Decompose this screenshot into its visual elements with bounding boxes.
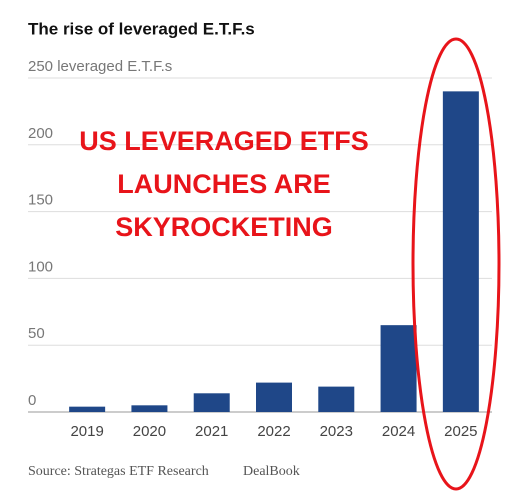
bar: [131, 405, 168, 412]
y-tick-label: 250 leveraged E.T.F.s: [28, 58, 172, 75]
y-tick-label: 200: [28, 125, 53, 142]
y-tick-label: 100: [28, 258, 53, 275]
chart-title: The rise of leveraged E.T.F.s: [28, 19, 255, 38]
x-tick-label: 2023: [320, 423, 353, 440]
bar: [442, 91, 479, 413]
highlight-ellipse: [411, 37, 501, 491]
bar: [256, 382, 292, 412]
annotation: US LEVERAGED ETFS: [79, 126, 369, 156]
x-tick-label: 2025: [444, 423, 477, 440]
annotation: SKYROCKETING: [115, 212, 333, 242]
x-tick-label: 2020: [133, 423, 166, 440]
plot-area: 0 50 100 150 200 250 leveraged E.T.F.s 2019 202…: [28, 58, 492, 440]
annotation: LAUNCHES ARE: [117, 169, 331, 199]
x-tick-label: 2024: [382, 423, 415, 440]
bar: [380, 325, 417, 412]
source: Source: Strategas ETF Research: [28, 464, 209, 479]
bar: [69, 406, 106, 412]
credit: DealBook: [243, 464, 300, 479]
x-tick-label: 2021: [195, 423, 228, 440]
y-tick-label: 150: [28, 192, 53, 209]
x-tick-label: 2019: [70, 423, 103, 440]
y-tick-label: 50: [28, 325, 45, 342]
bar: [318, 386, 355, 412]
x-tick-label: 2022: [257, 423, 290, 440]
y-tick-label: 0: [28, 392, 36, 409]
bar: [193, 393, 230, 412]
